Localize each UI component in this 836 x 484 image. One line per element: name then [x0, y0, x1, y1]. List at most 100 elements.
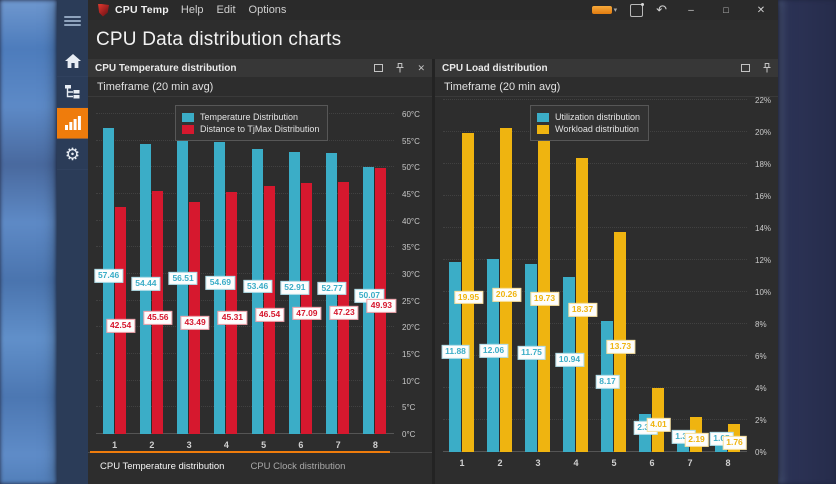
x-tick-label: 1	[459, 458, 465, 468]
gridline	[443, 163, 747, 164]
sensor-tree-icon	[65, 85, 80, 99]
bar-value-label: 45.31	[217, 311, 248, 326]
maximize-button[interactable]: □	[723, 5, 729, 15]
y-tick-label: 0°C	[402, 430, 416, 439]
gridline	[96, 166, 394, 168]
bar-value-label: 11.88	[441, 345, 470, 359]
menu-edit[interactable]: Edit	[216, 4, 236, 16]
sidebar-item-settings[interactable]: ⚙	[57, 139, 88, 170]
legend-swatch	[182, 112, 194, 122]
x-tick-label: 4	[573, 458, 579, 468]
undo-icon[interactable]: ↶	[656, 2, 667, 17]
x-tick-label: 5	[611, 458, 617, 468]
panel-maximize-icon[interactable]	[374, 64, 384, 72]
bar-value-label: 52.91	[280, 281, 310, 295]
bar-value-label: 47.23	[329, 306, 359, 320]
tab-cpu-temperature-distribution[interactable]: CPU Temperature distribution	[100, 461, 225, 472]
y-tick-label: 55°C	[402, 136, 420, 146]
hamburger-menu-icon[interactable]	[57, 8, 88, 34]
y-tick-label: 40°C	[402, 216, 420, 226]
gridline	[96, 299, 394, 301]
gridline	[443, 355, 747, 356]
bar-value-label: 4.01	[646, 418, 671, 432]
page-title: CPU Data distribution charts	[96, 29, 342, 50]
bar-chart-icon	[64, 116, 81, 130]
minimize-button[interactable]: –	[688, 4, 694, 16]
y-tick-label: 5°C	[402, 403, 416, 413]
x-tick-label: 4	[223, 440, 229, 450]
tab-cpu-clock-distribution[interactable]: CPU Clock distribution	[250, 461, 346, 472]
load-chart: Utilization distribution Workload distrib…	[435, 96, 778, 484]
legend-swatch	[537, 124, 549, 134]
y-tick-label: 15°C	[402, 350, 420, 359]
y-tick-label: 20%	[755, 128, 772, 137]
chart-subtitle: Timeframe (20 min avg)	[88, 77, 432, 97]
panel-pin-icon[interactable]	[763, 63, 771, 73]
y-tick-label: 50°C	[402, 163, 420, 173]
app-logo-icon	[98, 3, 109, 17]
bar-value-label: 10.94	[554, 352, 585, 367]
y-tick-label: 12%	[755, 256, 772, 265]
gridline	[96, 406, 394, 408]
panel-cpu-temperature: CPU Temperature distribution ✕ Timeframe…	[88, 59, 432, 484]
chevron-down-icon: ▾	[613, 7, 618, 14]
app-window: ⚙ CPU Temp Help Edit Options ▾ ↶ – □ ✕	[57, 0, 778, 484]
panel-close-icon[interactable]: ✕	[417, 62, 425, 73]
y-tick-label: 6%	[755, 352, 767, 361]
bar-value-label: 53.46	[242, 279, 273, 294]
close-button[interactable]: ✕	[756, 4, 766, 16]
y-tick-label: 10°C	[402, 376, 420, 386]
legend-label: Distance to TjMax Distribution	[200, 124, 320, 134]
panel-maximize-icon[interactable]	[741, 64, 750, 72]
y-tick-label: 10%	[755, 288, 772, 297]
gridline	[96, 326, 394, 328]
legend-label: Workload distribution	[555, 124, 639, 134]
legend-swatch	[537, 112, 549, 122]
bar-value-label: 46.54	[254, 308, 285, 322]
chart-legend: Temperature Distribution Distance to TjMa…	[175, 105, 329, 141]
gridline	[443, 451, 747, 452]
panel-pin-icon[interactable]	[396, 63, 404, 73]
app-title: CPU Temp	[115, 4, 169, 16]
tabstrip-line	[88, 451, 432, 453]
x-tick-label: 7	[335, 440, 341, 450]
x-tick-label: 3	[535, 458, 541, 468]
sidebar-item-charts[interactable]	[57, 108, 88, 139]
theme-color-swatch	[591, 6, 612, 14]
y-tick-label: 8%	[755, 320, 767, 329]
screenshot-icon[interactable]	[630, 2, 645, 17]
sidebar-item-home[interactable]	[57, 46, 88, 77]
panel-title: CPU Load distribution	[442, 62, 548, 74]
sidebar-item-sensor-tree[interactable]	[57, 77, 88, 108]
bar-value-label: 13.73	[605, 340, 636, 355]
temperature-chart: Temperature Distribution Distance to TjMa…	[88, 97, 432, 450]
menu-options[interactable]: Options	[248, 4, 287, 16]
main-area: CPU Temp Help Edit Options ▾ ↶ – □ ✕ CPU…	[88, 0, 778, 484]
gridline	[443, 323, 747, 324]
bar-value-label: 57.46	[93, 268, 124, 283]
y-tick-label: 4%	[755, 384, 767, 393]
bar-value-label: 12.06	[478, 343, 509, 358]
y-tick-label: 22%	[755, 96, 772, 105]
panel-header: CPU Temperature distribution ✕	[88, 59, 432, 77]
menu-help[interactable]: Help	[180, 4, 204, 16]
gridline	[443, 99, 747, 100]
y-tick-label: 14%	[755, 224, 772, 233]
gear-icon: ⚙	[64, 144, 81, 164]
y-tick-label: 18%	[755, 160, 772, 169]
desktop-background-left	[0, 0, 57, 484]
bar-value-label: 11.75	[517, 346, 546, 360]
x-tick-label: 3	[186, 440, 192, 450]
theme-color-dropdown[interactable]: ▾	[591, 6, 618, 14]
bar-value-label: 42.54	[105, 318, 136, 333]
gridline	[443, 291, 747, 292]
x-tick-label: 6	[298, 440, 304, 450]
gridline	[96, 193, 394, 194]
bar-value-label: 49.93	[366, 299, 397, 313]
bar-value-label: 8.17	[595, 374, 620, 389]
chart-legend: Utilization distribution Workload distrib…	[530, 105, 650, 141]
panel-title: CPU Temperature distribution	[95, 62, 237, 74]
bar-value-label: 43.49	[180, 316, 210, 330]
y-tick-label: 20°C	[402, 323, 420, 333]
y-tick-label: 2%	[755, 416, 767, 425]
